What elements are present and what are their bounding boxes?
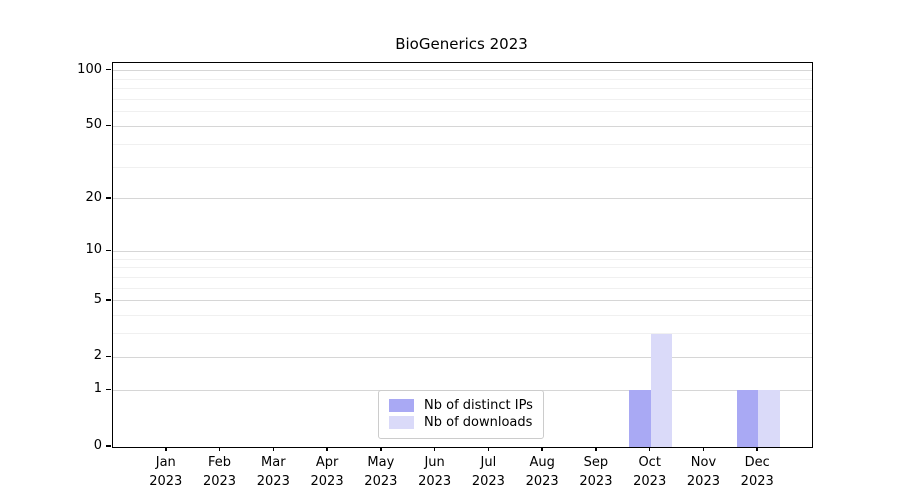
x-tick-mark [541,447,543,451]
legend-swatch-distinct-ips [389,399,414,412]
gridline-minor [113,143,812,145]
y-tick-label: 10 [85,242,102,258]
y-tick-label: 20 [85,189,102,205]
x-tick-label: Jan 2023 [149,455,183,489]
gridline-minor [113,287,812,289]
bar-distinct-ips [736,390,759,447]
y-tick-label: 50 [85,117,102,133]
x-tick-mark [218,447,221,451]
x-tick-mark [702,447,705,451]
bar-downloads [758,390,780,447]
gridline-minor [113,78,812,80]
y-tick-label: 100 [77,61,102,77]
gridline-minor [113,111,812,113]
legend-label-distinct-ips: Nb of distinct IPs [424,398,533,413]
gridline-minor [113,333,812,335]
x-tick-label: Feb 2023 [202,455,237,489]
gridline-minor [113,315,812,317]
y-tick-mark [106,388,111,391]
gridline-minor [113,88,812,90]
bar-distinct-ips [629,390,651,447]
x-tick-label: Oct 2023 [633,455,667,489]
gridline-minor [113,258,812,260]
legend: Nb of distinct IPs Nb of downloads [378,390,544,439]
y-tick-mark [106,355,111,358]
gridline-major [113,70,812,72]
x-tick-mark [272,447,275,451]
legend-entry-downloads: Nb of downloads [389,415,533,430]
x-tick-mark [756,447,758,451]
y-tick-mark [106,68,111,71]
x-tick-mark [380,447,382,451]
y-tick-mark [106,249,111,252]
y-tick-mark [106,197,111,199]
y-tick-label: 2 [93,348,102,364]
legend-entry-distinct-ips: Nb of distinct IPs [389,398,533,413]
y-tick-label: 5 [93,291,102,307]
x-tick-label: Nov 2023 [686,455,720,489]
x-tick-mark [165,447,167,451]
x-tick-label: Mar 2023 [256,455,290,489]
gridline-major [113,356,812,358]
x-tick-mark [326,447,328,451]
x-tick-label: Dec 2023 [740,455,774,489]
x-tick-mark [487,447,490,451]
gridline-major [113,198,812,200]
x-tick-label: Jun 2023 [418,455,452,489]
y-tick-mark [106,445,111,447]
gridline-minor [113,166,812,168]
x-tick-label: May 2023 [364,455,398,489]
y-tick-label: 1 [93,381,102,397]
plot-area [112,62,813,448]
y-tick-label: 0 [93,438,102,453]
x-tick-label: Apr 2023 [310,455,344,489]
x-tick-mark [648,447,651,451]
legend-swatch-downloads [389,416,414,429]
bar-downloads [650,333,673,447]
gridline-minor [113,276,812,278]
x-tick-label: Aug 2023 [525,455,559,489]
gridline-minor [113,98,812,100]
x-tick-label: Jul 2023 [471,455,505,489]
gridline-major [113,300,812,302]
gridline-major [113,250,812,252]
x-tick-mark [433,447,436,451]
gridline-major [113,125,812,127]
x-tick-mark [595,447,597,451]
y-tick-mark [106,299,111,301]
y-tick-mark [106,124,111,127]
gridline-minor [113,267,812,269]
chart-title: BioGenerics 2023 [395,35,528,53]
legend-label-downloads: Nb of downloads [424,415,533,430]
x-tick-label: Sep 2023 [579,455,613,489]
